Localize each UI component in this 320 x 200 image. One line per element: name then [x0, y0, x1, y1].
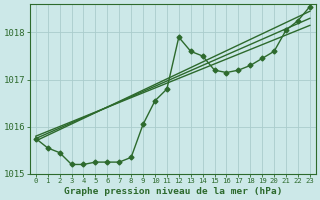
X-axis label: Graphe pression niveau de la mer (hPa): Graphe pression niveau de la mer (hPa) — [64, 187, 282, 196]
